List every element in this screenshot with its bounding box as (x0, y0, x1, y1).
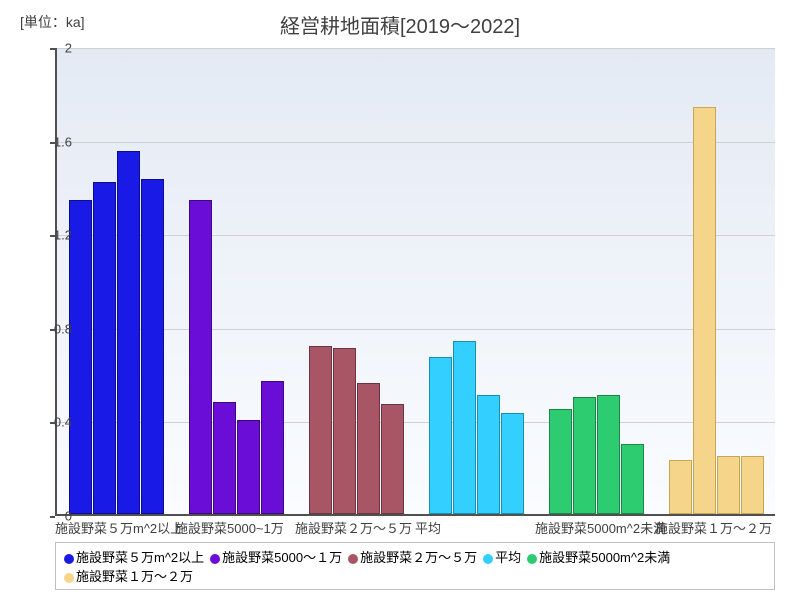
bar (237, 420, 260, 514)
x-category-label: 施設野菜１万～２万 (655, 518, 772, 537)
grid-line (57, 329, 775, 330)
bar (597, 395, 620, 514)
bar (669, 460, 692, 514)
bar (453, 341, 476, 514)
legend-item: 施設野菜２万～５万 (348, 547, 477, 566)
bar (189, 200, 212, 514)
bar (333, 348, 356, 514)
bar (621, 444, 644, 514)
chart-container: [単位：ka] 経営耕地面積[2019～2022] 施設野菜５万m^2以上施設野… (0, 0, 800, 600)
legend-label: 平均 (495, 550, 521, 565)
x-category-label: 平均 (415, 518, 441, 537)
bar (717, 456, 740, 515)
grid-line (57, 235, 775, 236)
bar (549, 409, 572, 514)
bar (381, 404, 404, 514)
bar (573, 397, 596, 514)
grid-line (57, 142, 775, 143)
legend-label: 施設野菜１万～２万 (76, 569, 193, 584)
legend-swatch (527, 554, 537, 564)
plot-area (55, 48, 775, 516)
bar (261, 381, 284, 514)
legend-item: 施設野菜5000m^2未満 (527, 547, 670, 566)
y-tick-mark (50, 142, 55, 144)
bar (309, 346, 332, 514)
bar (477, 395, 500, 514)
legend-label: 施設野菜２万～５万 (360, 550, 477, 565)
legend-swatch (483, 554, 493, 564)
bar (117, 151, 140, 514)
bar (141, 179, 164, 514)
bar (93, 182, 116, 514)
legend-item: 施設野菜5000～１万 (210, 547, 342, 566)
y-tick-mark (50, 422, 55, 424)
legend-label: 施設野菜5000～１万 (222, 550, 342, 565)
legend-label: 施設野菜5000m^2未満 (539, 550, 670, 565)
unit-label: [単位：ka] (20, 12, 85, 32)
x-category-label: 施設野菜２万～５万 (295, 518, 412, 537)
legend-item: 平均 (483, 547, 521, 566)
chart-title: 経営耕地面積[2019～2022] (280, 10, 520, 39)
bar (69, 200, 92, 514)
legend-swatch (64, 573, 74, 583)
bar (357, 383, 380, 514)
grid-line (57, 48, 775, 49)
legend-label: 施設野菜５万m^2以上 (76, 550, 204, 565)
bar (501, 413, 524, 514)
bar (429, 357, 452, 514)
legend-item: 施設野菜１万～２万 (64, 566, 193, 585)
legend: 施設野菜５万m^2以上 施設野菜5000～１万 施設野菜２万～５万 平均 施設野菜500… (55, 542, 775, 590)
bar (693, 107, 716, 514)
y-tick-mark (50, 235, 55, 237)
y-tick-mark (50, 329, 55, 331)
legend-item: 施設野菜５万m^2以上 (64, 547, 204, 566)
y-tick-mark (50, 48, 55, 50)
x-category-label: 施設野菜5000m^2未満 (535, 518, 666, 537)
bar (741, 456, 764, 515)
legend-swatch (64, 554, 74, 564)
legend-swatch (210, 554, 220, 564)
x-category-label: 施設野菜5000~1万 (175, 518, 284, 537)
grid-line (57, 422, 775, 423)
legend-swatch (348, 554, 358, 564)
bar (213, 402, 236, 514)
x-category-label: 施設野菜５万m^2以上 (55, 518, 183, 537)
